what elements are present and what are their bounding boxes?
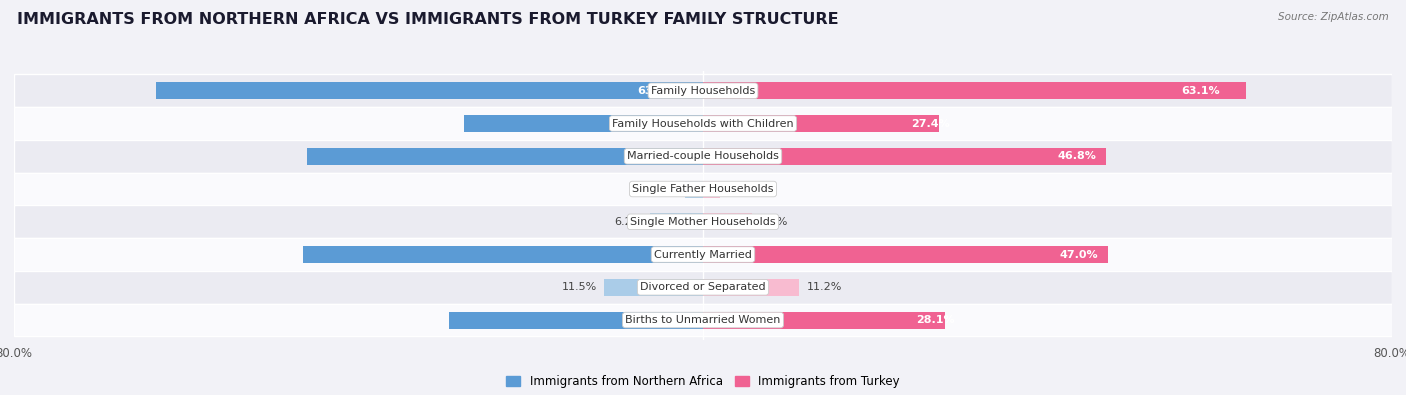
Bar: [703, 148, 1107, 165]
Text: 28.1%: 28.1%: [915, 315, 955, 325]
Text: Births to Unmarried Women: Births to Unmarried Women: [626, 315, 780, 325]
Bar: [703, 312, 945, 329]
Bar: [14, 271, 1392, 304]
Text: 63.5%: 63.5%: [637, 86, 676, 96]
Text: 47.0%: 47.0%: [1059, 250, 1098, 260]
Bar: [14, 173, 1392, 205]
Bar: [703, 213, 752, 230]
Bar: [685, 181, 703, 198]
Bar: [703, 246, 1108, 263]
Bar: [703, 181, 720, 198]
Text: Married-couple Households: Married-couple Households: [627, 151, 779, 161]
Text: IMMIGRANTS FROM NORTHERN AFRICA VS IMMIGRANTS FROM TURKEY FAMILY STRUCTURE: IMMIGRANTS FROM NORTHERN AFRICA VS IMMIG…: [17, 12, 838, 27]
Text: 5.7%: 5.7%: [759, 217, 787, 227]
Text: 29.5%: 29.5%: [672, 315, 711, 325]
Bar: [650, 213, 703, 230]
Text: Family Households with Children: Family Households with Children: [612, 118, 794, 128]
Bar: [14, 107, 1392, 140]
Text: Divorced or Separated: Divorced or Separated: [640, 282, 766, 292]
Text: 27.8%: 27.8%: [675, 118, 713, 128]
Text: 11.2%: 11.2%: [807, 282, 842, 292]
Text: Source: ZipAtlas.com: Source: ZipAtlas.com: [1278, 12, 1389, 22]
Bar: [449, 312, 703, 329]
Text: 46.8%: 46.8%: [1057, 151, 1097, 161]
Text: Single Father Households: Single Father Households: [633, 184, 773, 194]
Bar: [14, 304, 1392, 337]
Bar: [14, 238, 1392, 271]
Bar: [307, 148, 703, 165]
Bar: [14, 205, 1392, 238]
Text: 2.0%: 2.0%: [727, 184, 755, 194]
Text: 27.4%: 27.4%: [911, 118, 949, 128]
Text: 6.2%: 6.2%: [614, 217, 643, 227]
Bar: [464, 115, 703, 132]
Bar: [14, 74, 1392, 107]
Bar: [703, 82, 1246, 99]
Legend: Immigrants from Northern Africa, Immigrants from Turkey: Immigrants from Northern Africa, Immigra…: [502, 371, 904, 393]
Text: Family Households: Family Households: [651, 86, 755, 96]
Bar: [703, 115, 939, 132]
Bar: [703, 279, 800, 296]
Text: 2.1%: 2.1%: [650, 184, 678, 194]
Text: 63.1%: 63.1%: [1181, 86, 1220, 96]
Text: 46.0%: 46.0%: [655, 151, 695, 161]
Bar: [156, 82, 703, 99]
Text: 46.5%: 46.5%: [655, 250, 693, 260]
Text: Single Mother Households: Single Mother Households: [630, 217, 776, 227]
Text: 11.5%: 11.5%: [562, 282, 598, 292]
Bar: [14, 140, 1392, 173]
Bar: [302, 246, 703, 263]
Text: Currently Married: Currently Married: [654, 250, 752, 260]
Bar: [605, 279, 703, 296]
